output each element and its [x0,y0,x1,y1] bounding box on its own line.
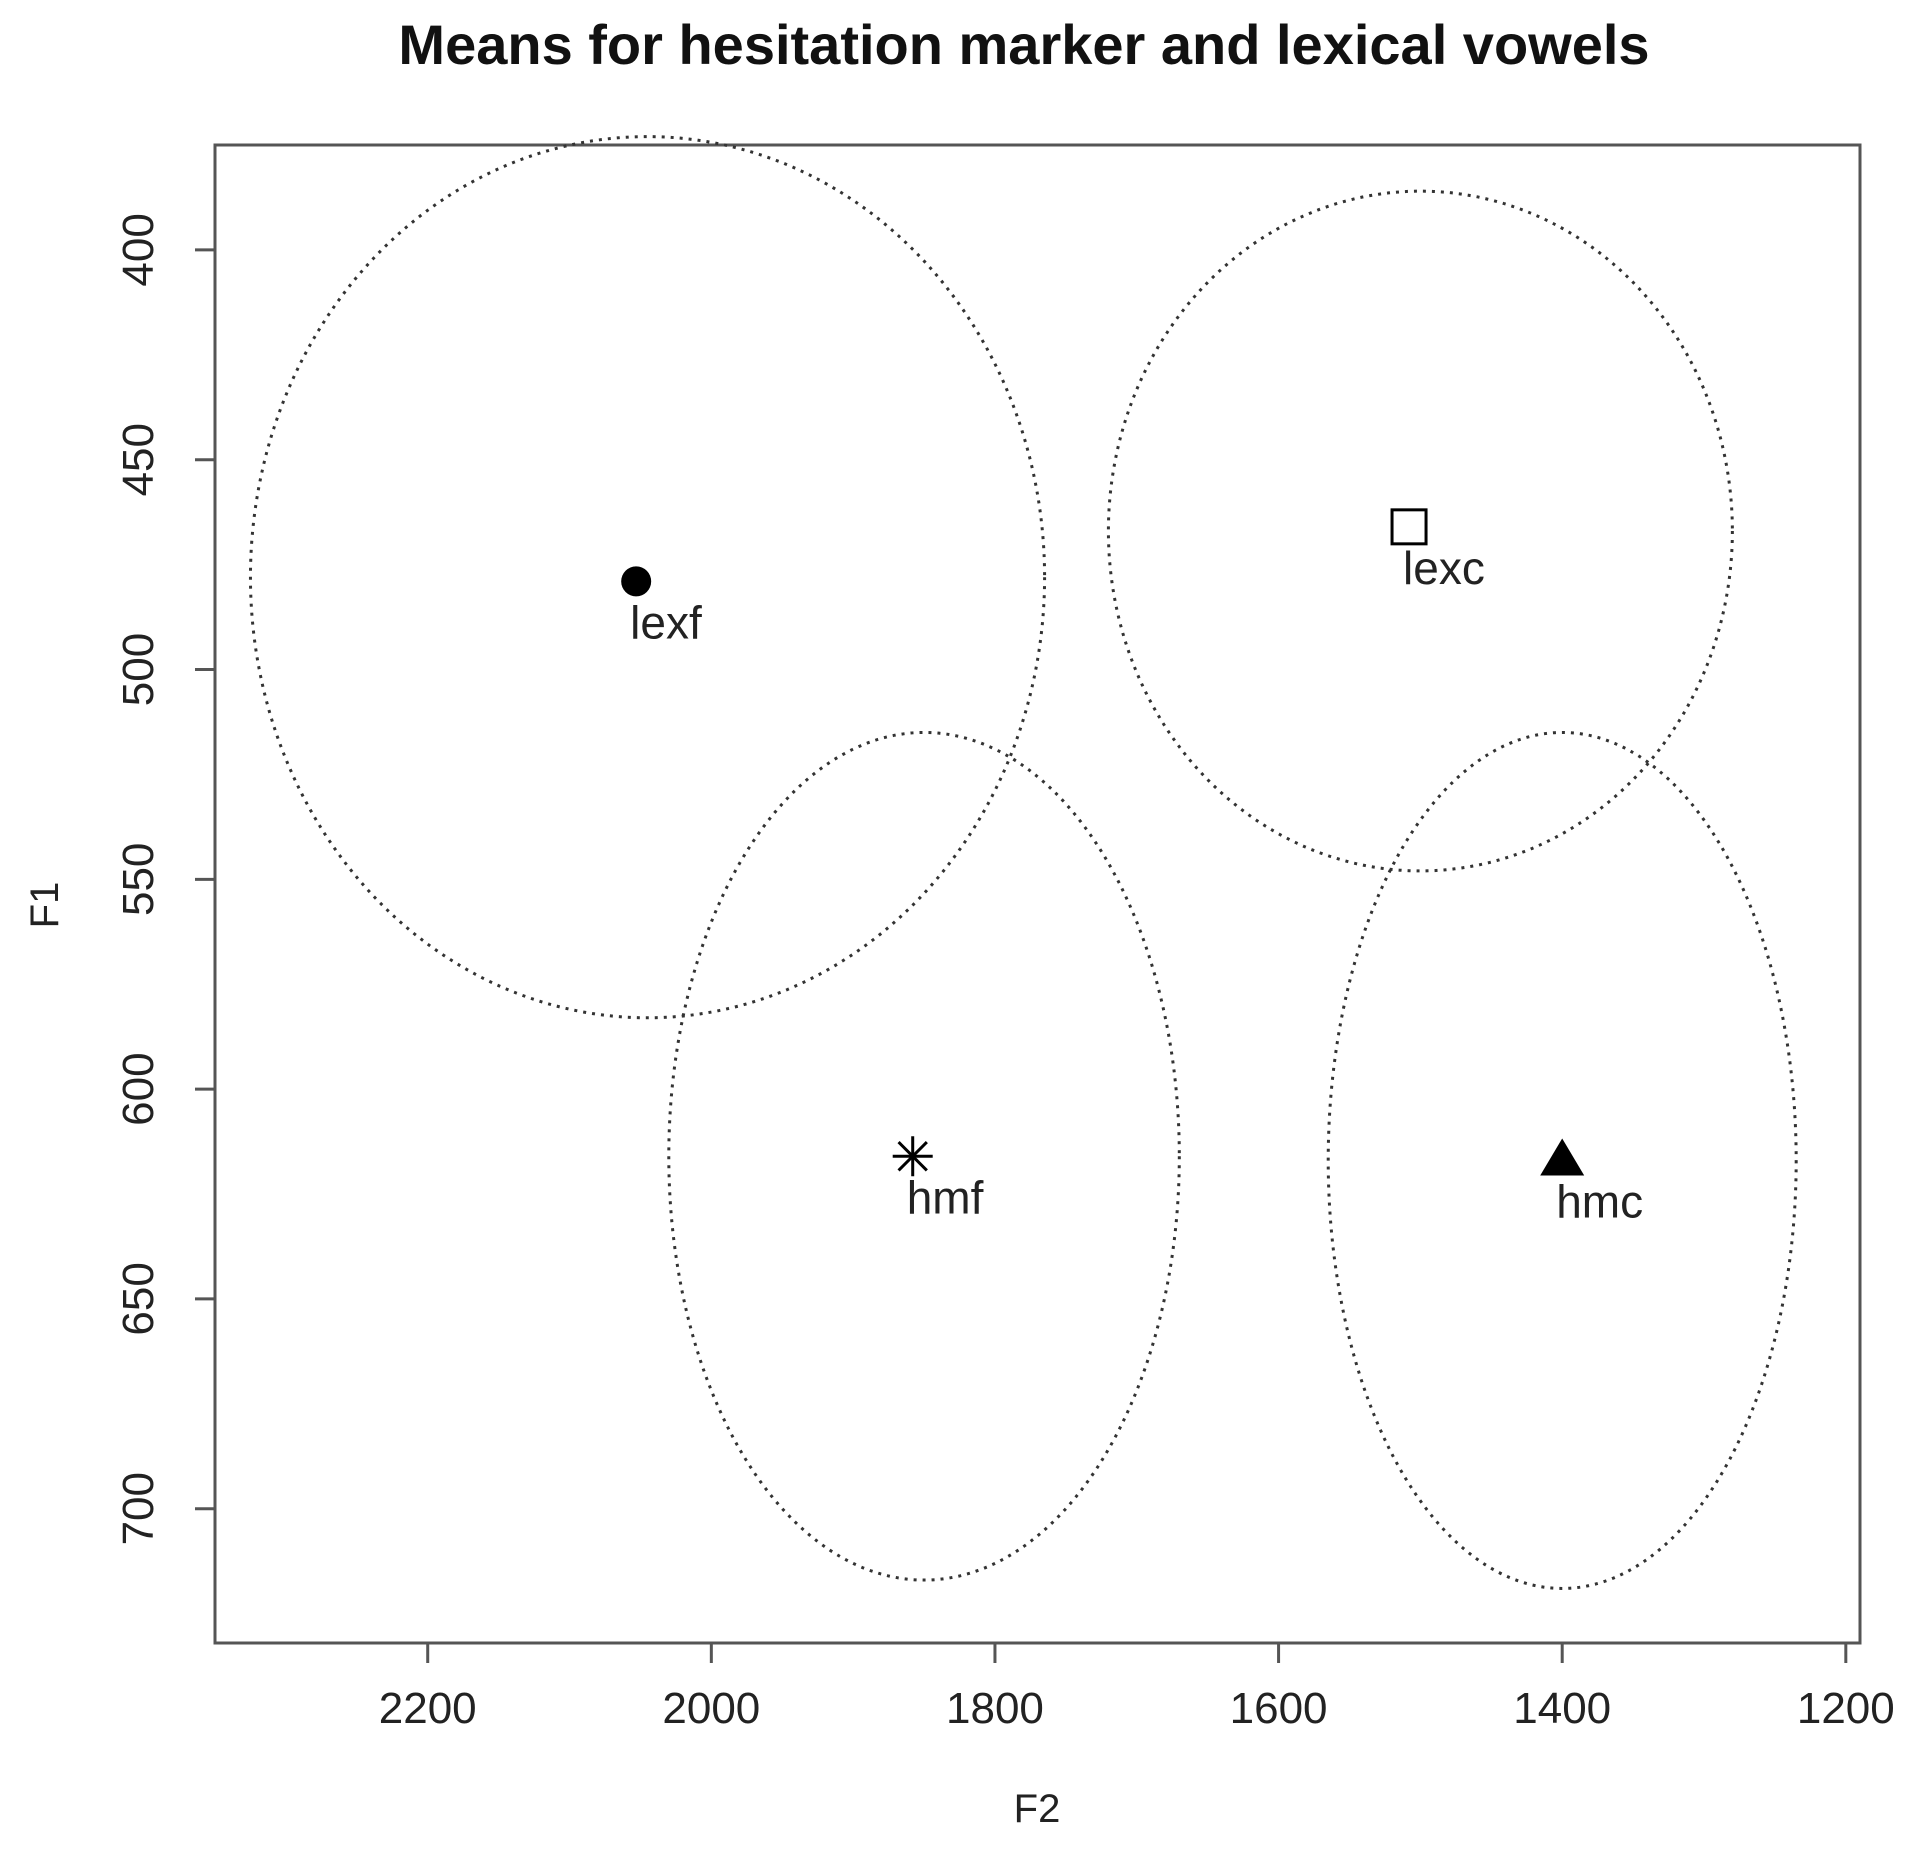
point-lexf [621,566,652,597]
point-label-hmf: hmf [907,1171,984,1223]
y-tick-label: 400 [114,213,163,286]
asterisk-stroke [897,1141,928,1172]
ellipse-hmf [667,730,1181,1582]
y-axis-label: F1 [23,882,67,929]
points-layer: lexf lexc hmf hmc [621,508,1643,1227]
x-tick-label: 1400 [1513,1684,1611,1733]
ellipses-layer [248,135,1798,1590]
point-hmc [1540,1138,1585,1176]
y-tick-label: 700 [114,1472,163,1545]
x-tick-label: 1600 [1230,1684,1328,1733]
ellipse-lexf [248,135,1047,1020]
y-tick-label: 550 [114,843,163,916]
x-axis-label: F2 [1014,1787,1061,1831]
ellipse-lexc [1106,189,1734,873]
point-hmf [892,1136,933,1177]
y-tick-label: 600 [114,1052,163,1125]
point-label-lexc: lexc [1403,542,1485,594]
chart-title: Means for hesitation marker and lexical … [398,13,1649,76]
point-label-hmc: hmc [1556,1175,1643,1227]
point-lexc [1390,508,1428,546]
y-axis: 400 450 500 550 600 650 700 [114,213,215,1545]
point-label-lexf: lexf [630,596,702,648]
x-axis: 2200 2000 1800 1600 1400 1200 [379,1643,1895,1733]
x-tick-label: 1200 [1797,1684,1895,1733]
y-tick-label: 450 [114,423,163,496]
y-tick-label: 650 [114,1262,163,1335]
plot-frame [213,143,1862,1645]
x-tick-label: 1800 [946,1684,1044,1733]
y-tick-label: 500 [114,633,163,706]
x-tick-label: 2200 [379,1684,477,1733]
x-tick-label: 2000 [662,1684,760,1733]
ellipse-hmc [1326,730,1798,1590]
